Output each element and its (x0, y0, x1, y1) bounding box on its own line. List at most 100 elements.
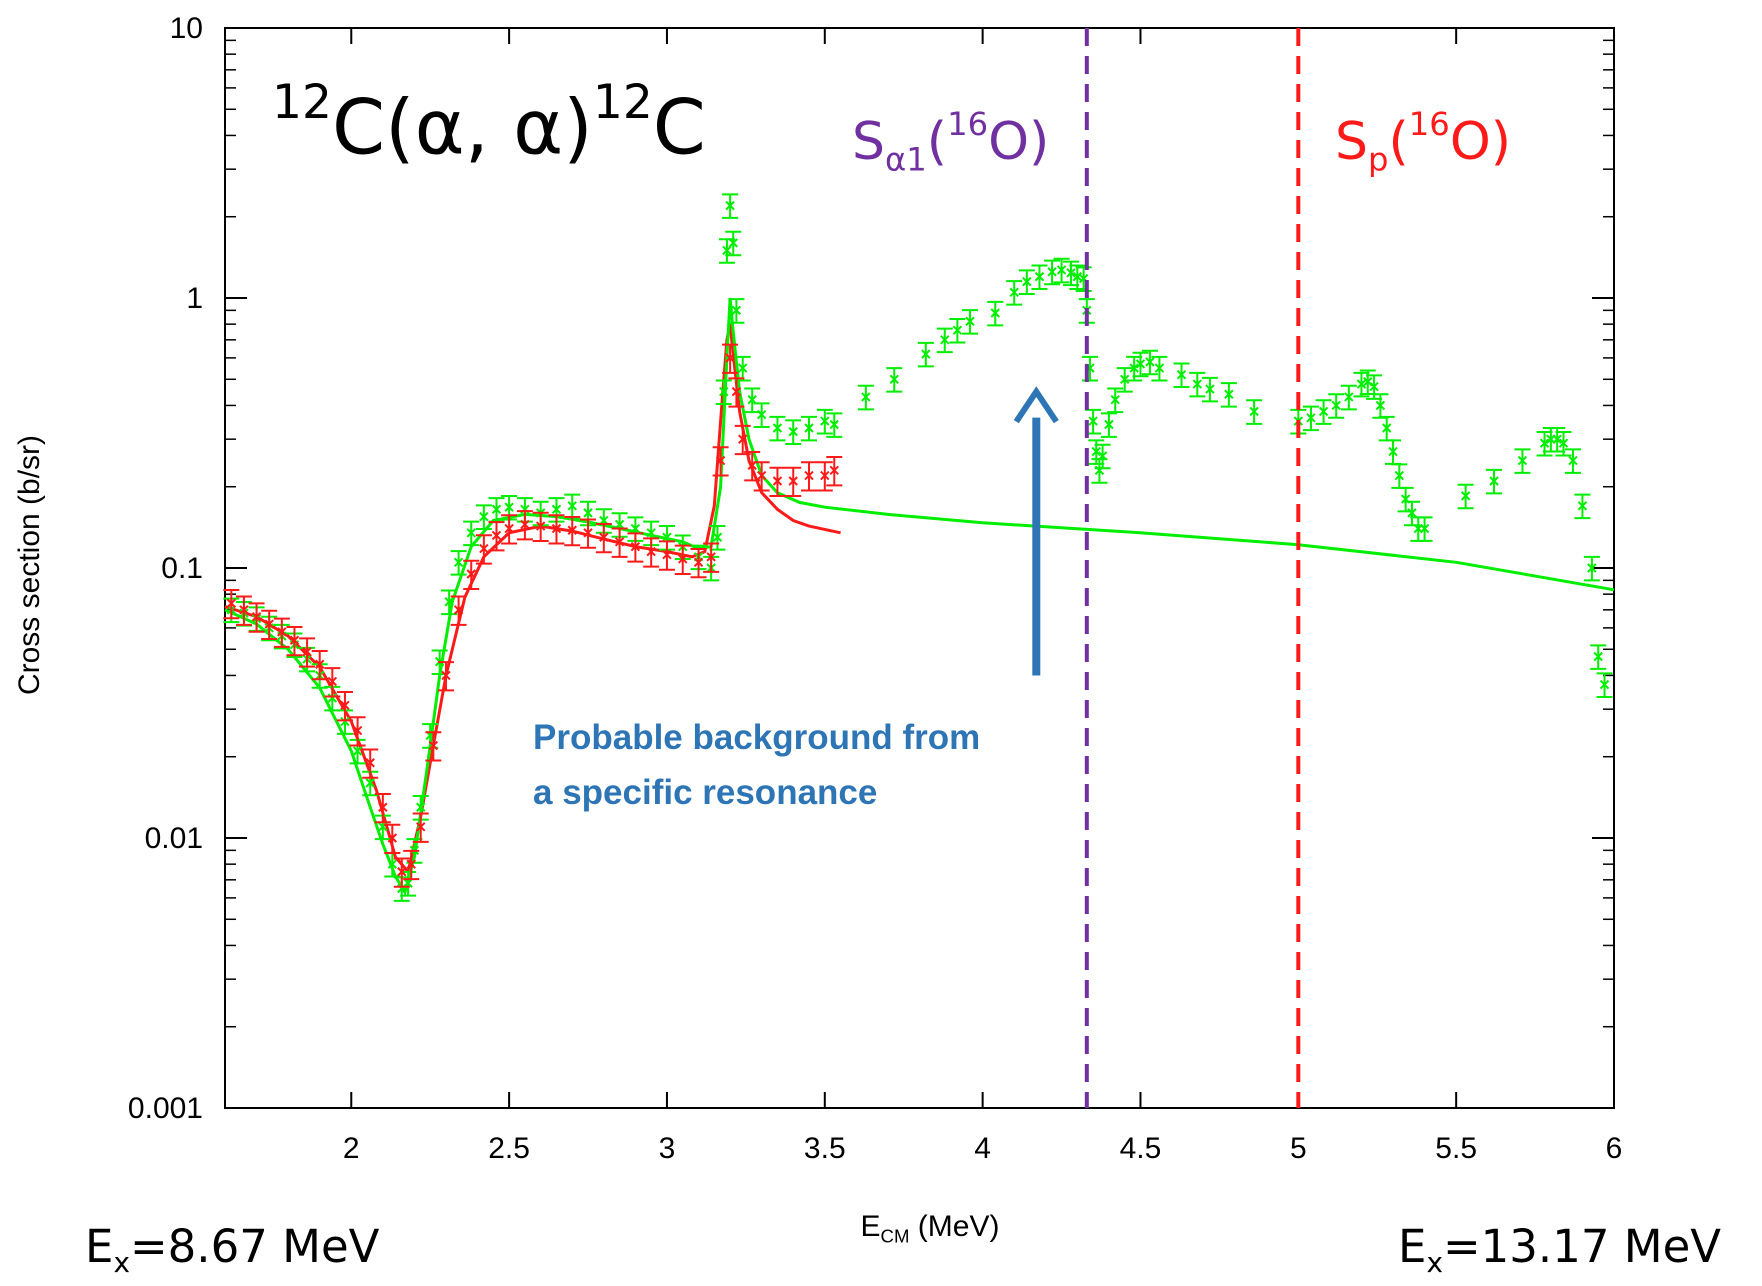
data-point (1369, 381, 1379, 392)
data-point (829, 419, 839, 430)
data-point (302, 646, 312, 657)
data-point (387, 859, 398, 869)
data-point (352, 725, 363, 736)
data-point (756, 409, 767, 420)
data-point (551, 523, 562, 534)
data-point (1078, 273, 1089, 284)
data-point (1407, 508, 1417, 518)
data-point (397, 867, 407, 877)
ex-left-label: Ex=8.67 MeV (85, 1220, 380, 1279)
data-point (453, 605, 464, 615)
arrow-head (1013, 386, 1059, 424)
data-point (756, 470, 767, 481)
x-tick-label: 4.5 (1120, 1132, 1162, 1165)
y-tick-label: 0.1 (161, 552, 203, 585)
data-point (1388, 446, 1398, 457)
data-point (614, 537, 625, 547)
data-point (731, 386, 742, 397)
data-point (804, 423, 814, 433)
data-point (453, 557, 464, 567)
data-point (1587, 563, 1597, 573)
data-point (327, 693, 338, 703)
reaction-label: 12C(α, α)12C (272, 75, 706, 172)
data-point (1009, 287, 1019, 297)
data-point (1460, 491, 1471, 501)
data-point (416, 822, 426, 832)
data-point (340, 700, 350, 711)
data-point (731, 305, 742, 316)
y-tick-label: 10 (170, 12, 203, 45)
data-point (1154, 363, 1165, 373)
y-tick-label: 0.001 (128, 1092, 203, 1125)
data-point (1022, 276, 1032, 287)
data-point (479, 511, 489, 522)
data-point (520, 519, 530, 530)
data-point (646, 528, 656, 538)
data-point (504, 523, 514, 534)
data-point (1400, 494, 1411, 504)
data-point (630, 541, 641, 552)
data-point (1318, 406, 1329, 417)
data-point (722, 245, 732, 256)
data-point (479, 543, 489, 554)
data-point (1356, 379, 1367, 389)
data-point (719, 386, 729, 397)
s-alpha1-label: Sα1(16O) (852, 105, 1050, 179)
data-point (1331, 400, 1341, 411)
data-point (788, 476, 798, 486)
data-point (277, 627, 287, 637)
data-points (223, 193, 1613, 902)
x-axis-label: ECM (MeV) (860, 1210, 1000, 1247)
data-point (725, 353, 735, 363)
data-point (1176, 369, 1187, 380)
data-point (738, 434, 748, 444)
data-point (1363, 376, 1373, 387)
data-point (1419, 523, 1430, 534)
data-point (535, 521, 546, 531)
data-point (1072, 271, 1083, 282)
data-point (747, 395, 757, 405)
data-point (491, 504, 502, 514)
data-point (940, 335, 950, 345)
data-point (1599, 679, 1610, 690)
data-point (965, 316, 975, 326)
data-point (491, 530, 502, 541)
y-tick-label: 1 (186, 282, 203, 315)
data-point (365, 778, 375, 788)
s-p-label: Sp(16O) (1335, 105, 1512, 179)
data-point (738, 363, 748, 373)
data-point (715, 455, 726, 466)
data-point (820, 470, 830, 481)
y-tick-label: 0.01 (145, 822, 203, 855)
data-point (1394, 470, 1405, 481)
data-point (921, 349, 931, 359)
data-point (829, 465, 839, 476)
data-point (772, 423, 783, 433)
data-point (583, 528, 593, 538)
data-point (1558, 438, 1569, 448)
data-point (567, 501, 577, 511)
data-point (1489, 476, 1499, 486)
data-point (444, 597, 454, 607)
data-point (1119, 374, 1130, 384)
plot-frame (224, 27, 1615, 1109)
data-point (406, 859, 416, 869)
data-point (662, 550, 672, 560)
data-point (289, 635, 300, 645)
data-point (788, 426, 798, 437)
data-point (1344, 392, 1354, 402)
data-point (706, 552, 716, 562)
data-point (1145, 357, 1155, 367)
data-point (599, 532, 609, 542)
data-point (630, 523, 641, 534)
x-tick-label: 2 (343, 1132, 360, 1165)
x-tick-label: 5 (1290, 1132, 1307, 1165)
data-point (327, 676, 338, 687)
data-point (264, 619, 274, 629)
data-point (314, 659, 325, 669)
data-point (1568, 455, 1578, 466)
data-point (352, 746, 363, 756)
x-tick-label: 4 (974, 1132, 991, 1165)
annotation-arrow (1013, 386, 1059, 676)
data-point (416, 802, 426, 812)
